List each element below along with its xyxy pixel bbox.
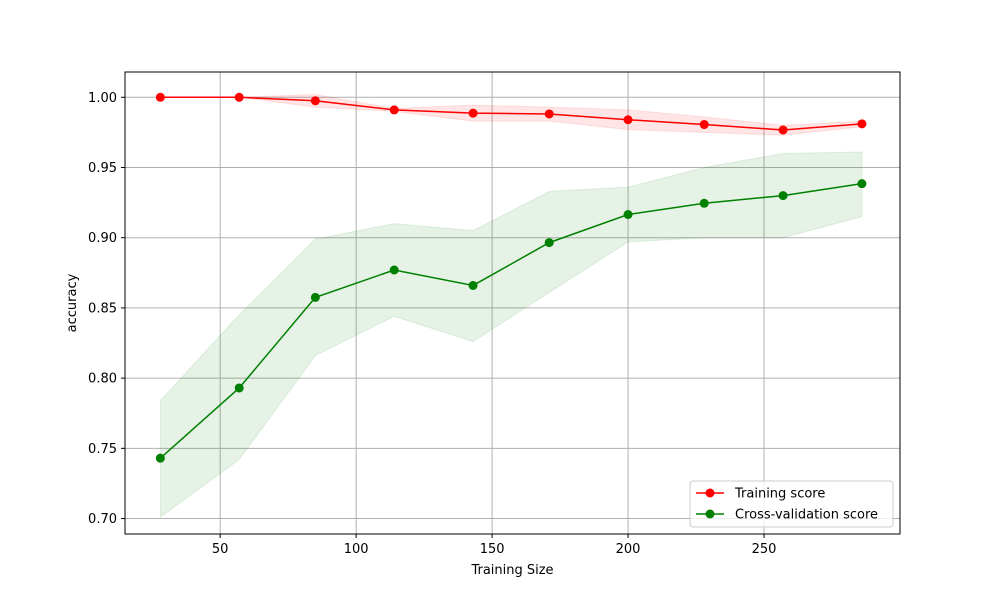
legend-cv-label: Cross-validation score: [735, 508, 878, 523]
training-score-band: [160, 93, 863, 136]
legend-training-label: Training score: [734, 487, 825, 502]
plot-frame: [124, 71, 901, 535]
cv-score-point: [234, 383, 244, 393]
cv-score-point: [778, 191, 788, 201]
y-tick-label: 0.80: [88, 372, 117, 387]
training-score-point: [468, 108, 478, 118]
y-tick-label: 0.70: [88, 512, 117, 527]
training-score-point: [699, 120, 709, 130]
x-tick-label: 250: [752, 542, 777, 557]
training-score-point: [544, 109, 554, 119]
y-axis-label: accuracy: [65, 273, 80, 332]
cv-score-point: [155, 453, 165, 463]
y-tick-label: 0.95: [88, 161, 117, 176]
training-score-point: [778, 125, 788, 135]
x-tick-label: 50: [212, 542, 229, 557]
cv-score-point: [544, 238, 554, 248]
y-tick-label: 0.85: [88, 301, 117, 316]
legend-box: [689, 480, 894, 528]
x-tick-label: 200: [616, 542, 641, 557]
legend-training-marker: [705, 488, 715, 498]
cv-score-point: [310, 292, 320, 302]
x-tick-label: 100: [344, 542, 369, 557]
legend: Training score Cross-validation score: [689, 480, 894, 528]
training-score-point: [389, 105, 399, 115]
training-score-point: [623, 115, 633, 125]
x-axis-label: Training Size: [470, 563, 553, 578]
cv-score-point: [389, 265, 399, 275]
series-markers: [155, 92, 867, 463]
y-tick-label: 0.90: [88, 231, 117, 246]
legend-entries: Training score Cross-validation score: [696, 487, 878, 523]
axis-ticks: 50 100 150 200 250 0.70 0.75 0.80 0.85 0.90 0.95 1.…: [88, 91, 776, 557]
training-score-point: [234, 92, 244, 102]
training-score-point: [310, 96, 320, 106]
y-tick-label: 1.00: [88, 91, 117, 106]
confidence-bands: [159, 93, 863, 519]
y-tick-label: 0.75: [88, 442, 117, 457]
training-score-line: [160, 96, 862, 131]
cv-score-point: [468, 280, 478, 290]
series-lines: [159, 96, 863, 459]
cv-score-band: [159, 151, 863, 519]
cv-score-line: [159, 182, 863, 459]
x-tick-label: 150: [480, 542, 505, 557]
training-score-point: [155, 92, 165, 102]
training-score-point: [857, 119, 867, 129]
cv-score-point: [623, 210, 633, 220]
cv-score-point: [857, 179, 867, 189]
cv-score-point: [699, 198, 709, 208]
legend-cv-marker: [705, 509, 715, 519]
